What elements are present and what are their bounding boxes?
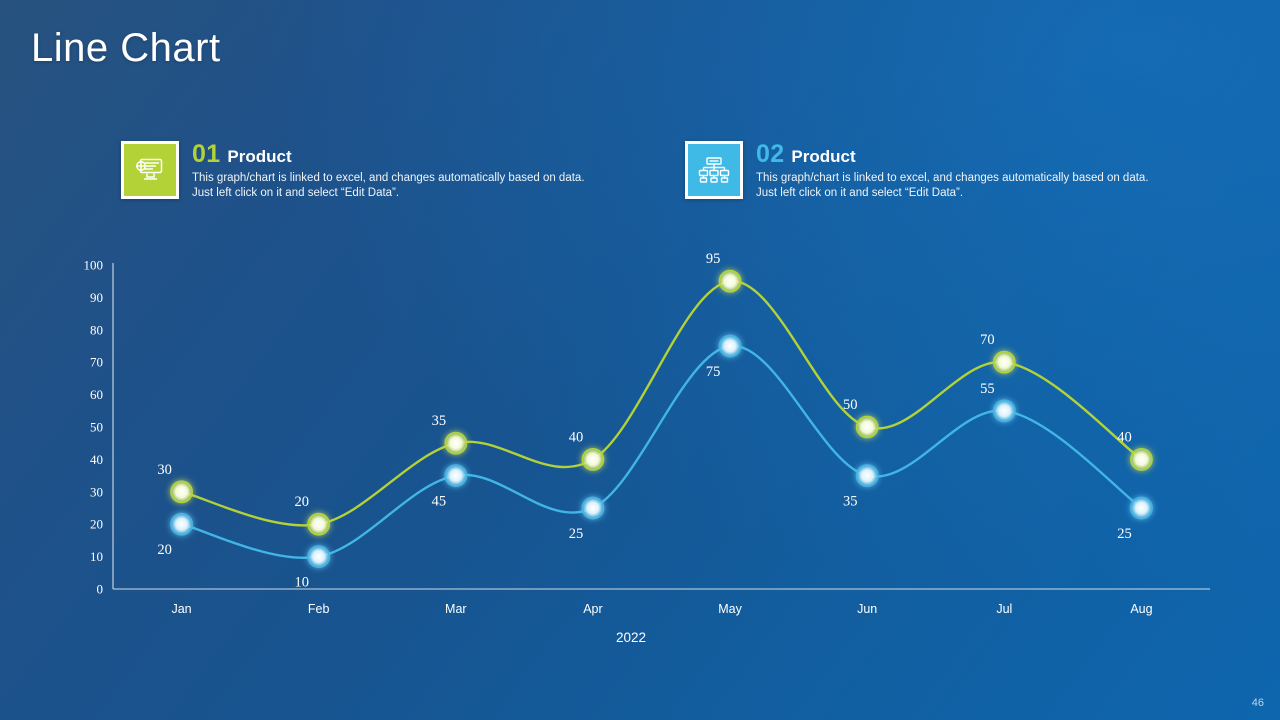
x-axis-category-label: Jun — [857, 602, 877, 616]
y-axis-tick-label: 50 — [90, 420, 103, 435]
series-data-label: 50 — [843, 397, 858, 413]
chart-data-labels: 30 20 35 40 95 50 70 40 20 10 45 25 75 35 55 25 — [157, 251, 1131, 590]
legend-card-body: 02 Product This graph/chart is linked to… — [756, 141, 1156, 200]
x-axis-category-label: Jul — [996, 602, 1012, 616]
y-axis-tick-label: 40 — [90, 452, 103, 467]
series-line — [180, 279, 1143, 527]
series-data-label: 35 — [432, 413, 447, 429]
series-data-point[interactable] — [855, 415, 879, 439]
legend-card-number: 01 — [192, 140, 221, 168]
series-data-label: 25 — [1117, 526, 1132, 542]
series-data-point[interactable] — [581, 496, 605, 520]
page-title: Line Chart — [31, 26, 221, 70]
series-data-label: 95 — [706, 251, 721, 267]
y-axis-tick-label: 100 — [84, 258, 104, 273]
legend-card-number: 02 — [756, 140, 785, 168]
y-axis-tick-label: 0 — [97, 582, 104, 597]
x-axis-category-label: Apr — [583, 602, 602, 616]
series-data-label: 20 — [157, 542, 172, 558]
chart-series-points[interactable] — [170, 269, 1153, 568]
chart-axes — [112, 263, 1210, 590]
legend-card-title: Product — [227, 147, 292, 166]
series-data-label: 40 — [1117, 429, 1132, 445]
x-axis-category-label: Aug — [1130, 602, 1152, 616]
x-axis-category-label: Mar — [445, 602, 467, 616]
x-axis-title: 2022 — [616, 630, 646, 645]
x-axis-category-labels: Jan Feb Mar Apr May Jun Jul Aug — [171, 602, 1152, 616]
y-axis-tick-labels: 0 10 20 30 40 50 60 70 80 90 100 — [84, 258, 104, 597]
legend-card-heading: 02 Product — [756, 142, 1156, 167]
y-axis-tick-label: 90 — [90, 290, 103, 305]
series-data-point[interactable] — [1130, 496, 1153, 520]
series-data-label: 70 — [980, 332, 995, 348]
y-axis-tick-label: 80 — [90, 322, 103, 337]
series-data-point[interactable] — [170, 480, 193, 504]
series-data-point[interactable] — [581, 447, 605, 471]
y-axis-tick-label: 20 — [90, 517, 103, 532]
page-number: 46 — [1251, 697, 1264, 709]
y-axis-tick-label: 30 — [90, 484, 103, 499]
y-axis-tick-label: 60 — [90, 387, 103, 402]
series-data-label: 55 — [980, 381, 995, 397]
series-data-point[interactable] — [444, 464, 468, 488]
series-data-label: 30 — [157, 462, 172, 478]
legend-card-heading: 01 Product — [192, 142, 592, 167]
x-axis-category-label: May — [718, 602, 742, 616]
series-data-point[interactable] — [307, 545, 331, 568]
legend-card-title: Product — [791, 147, 856, 166]
series-data-label: 45 — [432, 494, 447, 510]
series-data-label: 40 — [569, 429, 584, 445]
series-line — [180, 344, 1143, 559]
legend-card-body: 01 Product This graph/chart is linked to… — [192, 141, 592, 200]
series-data-point[interactable] — [307, 512, 331, 536]
legend-card-description: This graph/chart is linked to excel, and… — [192, 172, 585, 199]
series-data-label: 25 — [569, 526, 584, 542]
chart-series-lines — [180, 279, 1143, 559]
monitor-settings-icon — [121, 141, 179, 199]
legend-card-description: This graph/chart is linked to excel, and… — [756, 172, 1149, 199]
series-data-point[interactable] — [718, 269, 742, 293]
legend-card-product-02[interactable]: 02 Product This graph/chart is linked to… — [685, 141, 1205, 200]
x-axis-category-label: Feb — [308, 602, 330, 616]
series-data-point[interactable] — [444, 431, 468, 455]
org-chart-icon — [685, 141, 743, 199]
series-data-label: 20 — [294, 494, 309, 510]
series-data-point[interactable] — [992, 350, 1016, 374]
series-data-point[interactable] — [855, 464, 879, 488]
series-data-label: 10 — [294, 575, 309, 591]
series-data-label: 35 — [843, 494, 858, 510]
series-data-point[interactable] — [1130, 447, 1153, 471]
series-data-point[interactable] — [718, 334, 742, 358]
series-data-label: 75 — [706, 364, 721, 380]
series-data-point[interactable] — [992, 399, 1016, 423]
y-axis-tick-label: 70 — [90, 355, 103, 370]
y-axis-tick-label: 10 — [90, 549, 103, 564]
x-axis-category-label: Jan — [171, 602, 191, 616]
legend-card-product-01[interactable]: 01 Product This graph/chart is linked to… — [121, 141, 641, 200]
series-data-point[interactable] — [170, 512, 193, 536]
